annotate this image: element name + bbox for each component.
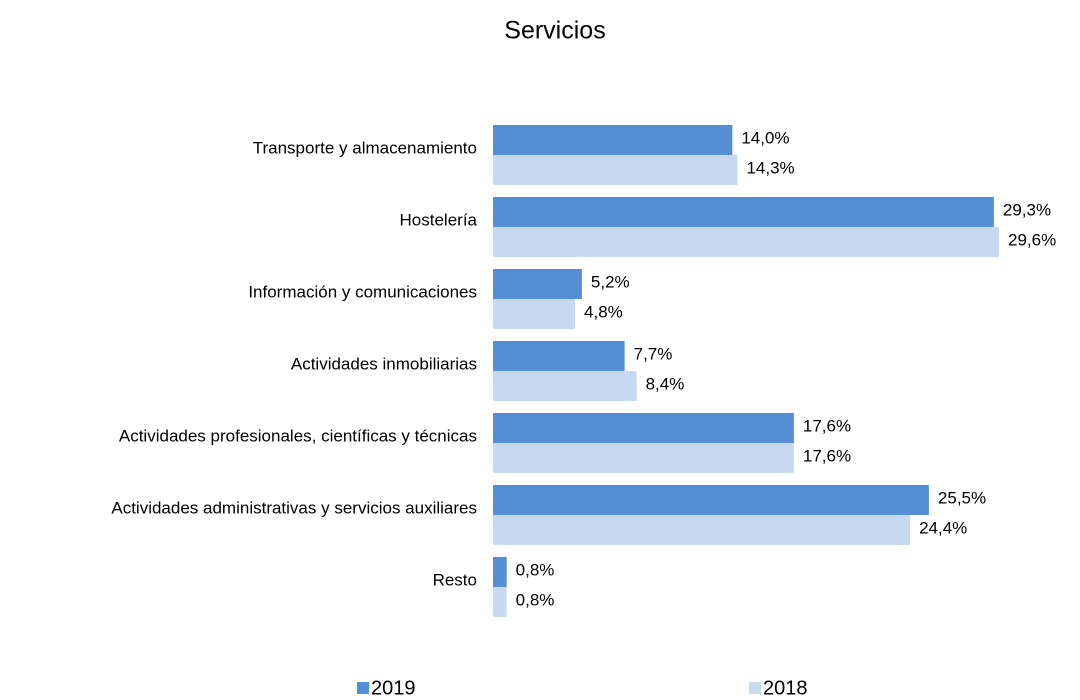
bar bbox=[493, 557, 507, 587]
legend-label: 2018 bbox=[763, 677, 808, 699]
data-label: 0,8% bbox=[516, 560, 555, 579]
bar bbox=[493, 227, 999, 257]
bar bbox=[493, 485, 929, 515]
y-tick-label: Información y comunicaciones bbox=[248, 282, 477, 301]
bar bbox=[493, 341, 625, 371]
bar bbox=[493, 125, 733, 155]
data-label: 29,6% bbox=[1008, 230, 1056, 249]
data-label: 14,3% bbox=[746, 158, 794, 177]
data-label: 14,0% bbox=[741, 128, 789, 147]
bar bbox=[493, 515, 911, 545]
bar bbox=[493, 155, 738, 185]
data-label: 8,4% bbox=[646, 374, 685, 393]
bar bbox=[493, 371, 637, 401]
y-tick-label: Actividades profesionales, científicas y… bbox=[119, 426, 477, 445]
bar bbox=[493, 269, 582, 299]
bar bbox=[493, 413, 794, 443]
data-label: 17,6% bbox=[803, 416, 851, 435]
bar bbox=[493, 299, 576, 329]
data-label: 7,7% bbox=[634, 344, 673, 363]
y-tick-label: Transporte y almacenamiento bbox=[253, 138, 477, 157]
data-label: 25,5% bbox=[938, 488, 986, 507]
y-tick-label: Actividades administrativas y servicios … bbox=[111, 498, 477, 517]
legend-swatch bbox=[357, 682, 369, 694]
y-tick-label: Resto bbox=[433, 570, 477, 589]
chart-title: Servicios bbox=[504, 17, 605, 45]
data-label: 4,8% bbox=[584, 302, 623, 321]
bar bbox=[493, 197, 994, 227]
y-tick-label: Actividades inmobiliarias bbox=[291, 354, 477, 373]
data-label: 0,8% bbox=[516, 590, 555, 609]
data-label: 29,3% bbox=[1003, 200, 1051, 219]
y-tick-label: Hostelería bbox=[400, 210, 478, 229]
bar bbox=[493, 587, 507, 617]
legend-label: 2019 bbox=[371, 677, 416, 699]
legend-swatch bbox=[749, 682, 761, 694]
bar bbox=[493, 443, 794, 473]
data-label: 5,2% bbox=[591, 272, 630, 291]
data-label: 24,4% bbox=[919, 518, 967, 537]
data-label: 17,6% bbox=[803, 446, 851, 465]
